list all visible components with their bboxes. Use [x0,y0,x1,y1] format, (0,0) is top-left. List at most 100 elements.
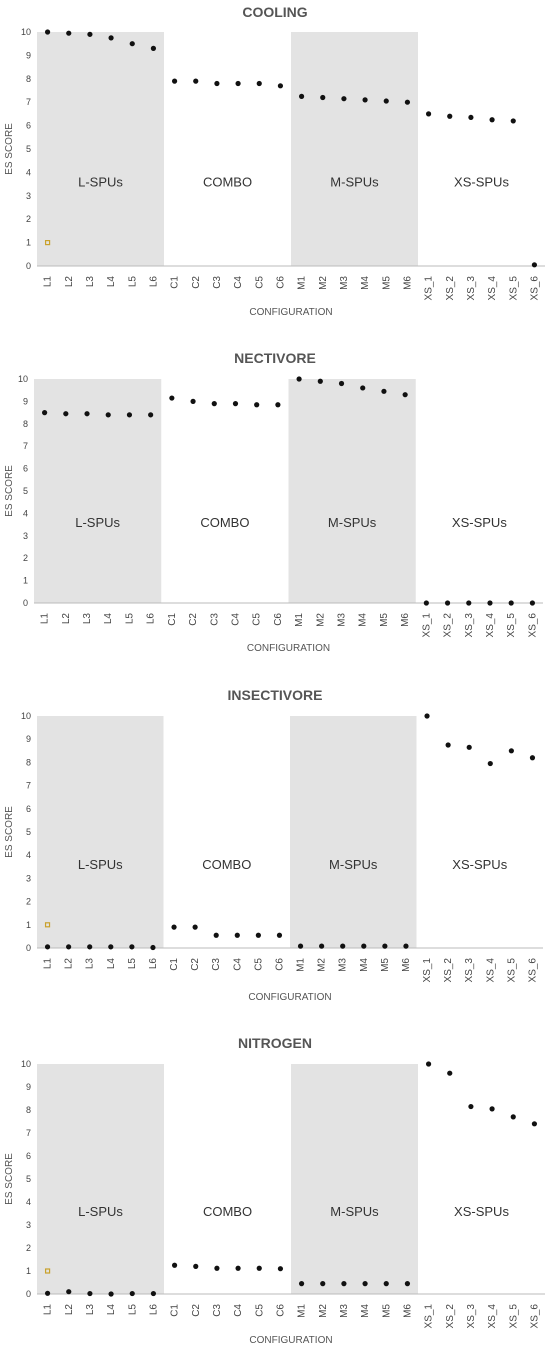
y-tick-label: 10 [18,374,28,384]
x-tick-label: L3 [82,613,93,625]
data-point-c6 [277,1266,284,1272]
data-point-xs_5 [510,1114,516,1120]
x-tick-label: XS_5 [508,276,519,301]
x-tick-label: M2 [315,613,326,627]
x-tick-label: XS_2 [443,613,454,638]
x-tick-label: XS_4 [485,613,496,638]
band-label-combo: COMBO [203,174,252,189]
y-tick-label: 2 [23,553,28,563]
data-point-m2 [320,94,326,101]
data-point-c2 [193,1263,199,1269]
band-label-m-spus: M-SPUs [329,857,378,872]
x-tick-label: M3 [339,1304,350,1318]
data-point-l6 [148,412,154,418]
data-point-l3 [87,1290,93,1297]
data-point-xs_5 [508,748,514,754]
marker-point [44,922,51,928]
band-label-xs-spus: XS-SPUs [452,515,507,530]
x-tick-label: M5 [380,958,391,972]
x-tick-label: C2 [191,1304,202,1317]
band-label-xs-spus: XS-SPUs [452,857,507,872]
x-tick-label: M6 [401,958,412,972]
x-tick-label: L4 [103,613,114,625]
data-point-l5 [129,944,135,950]
y-axis-label: ES SCORE [4,465,15,517]
data-point-c3 [214,80,220,87]
data-point-m6 [402,392,408,398]
y-tick-label: 0 [26,261,31,271]
x-tick-label: XS_3 [464,613,475,638]
data-point-l4 [105,412,111,418]
data-point-xs_1 [424,713,430,719]
x-tick-label: C6 [275,1304,286,1317]
x-tick-label: M3 [339,276,350,290]
x-tick-label: C5 [252,613,263,626]
x-tick-label: L6 [148,1304,159,1316]
x-axis-label: CONFIGURATION [248,992,331,1003]
x-tick-label: C5 [254,276,265,289]
y-tick-label: 9 [23,396,28,406]
y-tick-label: 8 [26,757,31,767]
x-tick-label: C5 [253,958,264,971]
chart-nectivore: L-SPUs COMBO M-SPUs XS-SPUs NECTIVORE 0 1 2 3 4 5 6… [4,350,543,654]
data-point-m5 [381,388,387,394]
x-tick-label: XS_3 [466,276,477,301]
x-tick-label: XS_1 [424,276,435,301]
data-point-xs_6 [529,600,535,606]
band-shade-l-spus [37,32,164,266]
data-point-xs_3 [468,114,474,121]
x-tick-label: M1 [297,276,308,290]
data-point-c6 [276,932,283,938]
band-shade-l-spus [34,379,162,603]
band-label-combo: COMBO [202,857,251,872]
data-point-m3 [341,1281,347,1287]
x-tick-label: XS_3 [466,1304,477,1329]
data-point-c4 [232,401,239,407]
x-tick-label: C6 [273,613,284,626]
data-point-c2 [192,924,198,930]
y-tick-label: 7 [26,97,31,107]
band-label-combo: COMBO [200,515,249,530]
data-point-m2 [317,378,323,384]
y-tick-label: 8 [26,74,31,84]
x-tick-label: C3 [212,1304,223,1317]
data-point-m5 [382,943,388,949]
x-tick-label: L5 [127,276,138,288]
chart-insectivore: L-SPUs COMBO M-SPUs XS-SPUs INSECTIVORE 0 1 2 3 4… [4,687,543,1003]
y-tick-label: 0 [23,598,28,608]
y-tick-label: 4 [26,850,31,860]
chart-title: NITROGEN [238,1035,312,1051]
data-point-l5 [126,412,133,418]
band-shade-l-spus [37,716,164,948]
data-point-l5 [129,41,135,47]
data-point-xs_6 [529,755,536,761]
x-axis-label: CONFIGURATION [249,1335,332,1346]
data-point-m4 [360,385,366,391]
y-axis-label: ES SCORE [4,123,15,175]
x-tick-label: C4 [233,276,244,289]
x-tick-label: XS_1 [422,958,433,983]
data-point-xs_1 [425,1061,432,1067]
y-tick-label: 6 [26,121,31,131]
x-tick-label: M1 [294,613,305,627]
x-tick-label: L3 [85,958,96,970]
data-point-xs_1 [423,600,429,606]
data-point-xs_4 [487,760,493,767]
x-tick-label: M4 [360,1304,371,1318]
y-tick-label: 7 [23,441,28,451]
data-point-l4 [108,35,114,41]
band-label-xs-spus: XS-SPUs [454,174,509,189]
data-point-c6 [275,402,281,408]
y-tick-label: 5 [23,486,28,496]
data-point-c2 [193,78,199,84]
x-tick-label: M5 [381,1304,392,1318]
y-tick-label: 9 [26,734,31,744]
x-tick-label: L6 [146,613,157,625]
x-tick-label: C2 [188,613,199,626]
data-point-c3 [211,401,217,407]
data-point-c2 [190,398,196,404]
x-tick-label: XS_1 [421,613,432,638]
x-tick-label: C4 [230,613,241,626]
data-point-l6 [150,944,156,951]
data-point-l1 [44,1290,51,1296]
